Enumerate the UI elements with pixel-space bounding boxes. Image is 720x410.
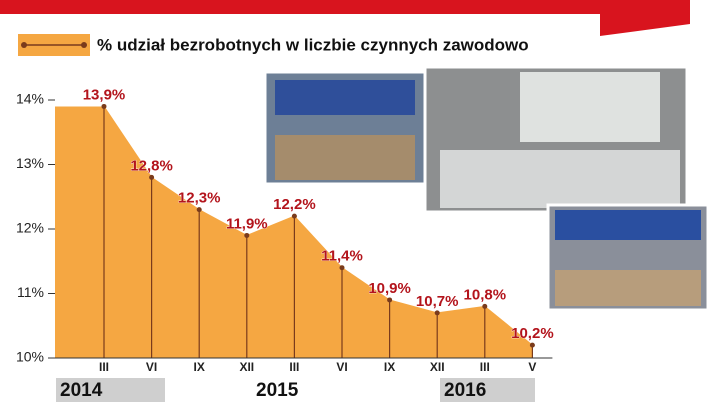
value-label: 11,4%: [321, 248, 363, 265]
x-tick-label: III: [480, 360, 490, 374]
point: [529, 342, 535, 348]
year-band: [56, 378, 165, 402]
value-label: 12,2%: [273, 196, 316, 213]
year-label: 2015: [256, 380, 299, 401]
value-label: 10,9%: [368, 280, 411, 297]
x-tick-label: XII: [239, 360, 254, 374]
point: [387, 297, 393, 303]
photo-detail: [520, 72, 660, 142]
x-tick-label: VI: [146, 360, 157, 374]
point: [339, 265, 345, 271]
photo-detail: [275, 80, 415, 115]
point: [244, 232, 250, 238]
area-line: [103, 106, 533, 346]
value-label: 11,9%: [226, 215, 268, 232]
photo-detail: [440, 150, 680, 208]
photo-detail: [275, 135, 415, 180]
value-label: 10,8%: [464, 286, 507, 303]
photo-detail: [555, 270, 701, 306]
y-tick-label: 11%: [17, 284, 44, 300]
point: [434, 310, 440, 316]
value-label: 10,2%: [511, 325, 554, 342]
x-tick-label: VI: [336, 360, 347, 374]
point: [101, 103, 107, 109]
y-tick-label: 12%: [16, 220, 44, 236]
point: [291, 213, 297, 219]
legend-dot: [21, 42, 27, 48]
legend-dot: [81, 42, 87, 48]
value-label: 13,9%: [83, 86, 126, 103]
y-tick-label: 14%: [16, 91, 44, 107]
x-tick-label: V: [528, 360, 536, 374]
value-label: 12,3%: [178, 190, 221, 207]
area-fill: [55, 106, 533, 358]
value-label: 10,7%: [416, 293, 459, 310]
header-bar: [0, 0, 690, 36]
point: [149, 174, 155, 180]
year-label: 2014: [60, 380, 103, 401]
point: [196, 207, 202, 213]
x-tick-label: III: [99, 360, 109, 374]
x-tick-label: IX: [194, 360, 205, 374]
point: [482, 303, 488, 309]
y-tick-label: 13%: [16, 155, 44, 171]
year-label: 2016: [444, 380, 486, 401]
x-tick-label: IX: [384, 360, 395, 374]
x-tick-label: XII: [430, 360, 445, 374]
value-label: 12,8%: [130, 157, 173, 174]
year-band: [440, 378, 535, 402]
photos: [263, 65, 710, 312]
photo-detail: [555, 210, 701, 240]
y-tick-label: 10%: [16, 349, 44, 365]
legend-label: % udział bezrobotnych w liczbie czynnych…: [97, 35, 529, 54]
x-tick-label: III: [289, 360, 299, 374]
